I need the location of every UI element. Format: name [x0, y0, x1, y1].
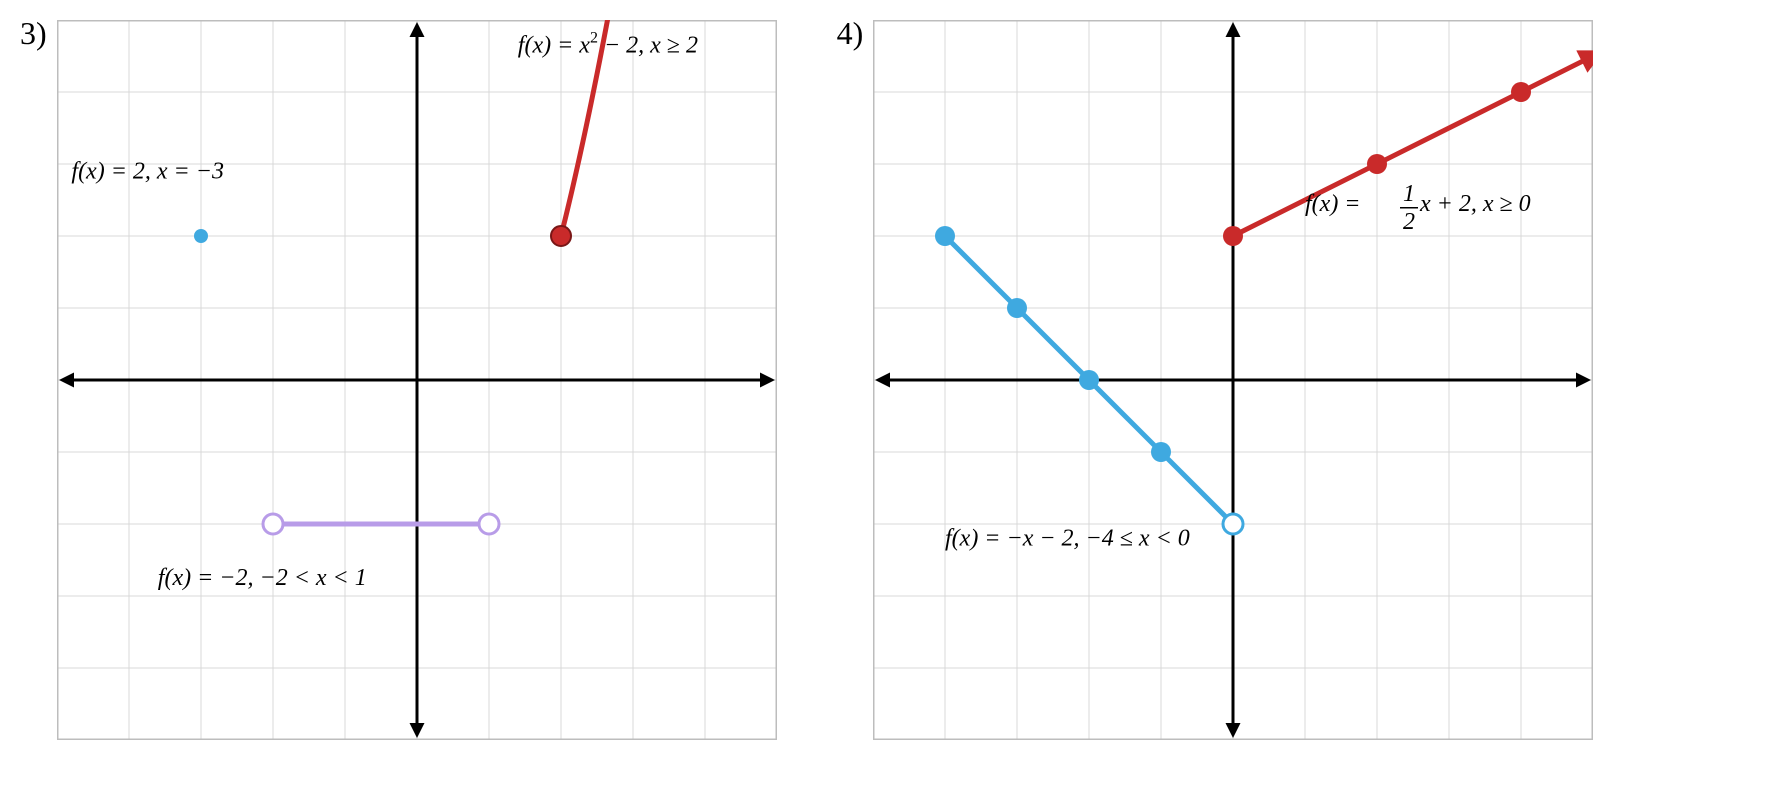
problem-number-4: 4) [837, 15, 864, 52]
svg-text:1: 1 [1403, 181, 1415, 207]
graph-4-container: f(x) = −x − 2, −4 ≤ x < 0 f(x) = 12x + 2,… [873, 20, 1593, 740]
svg-text:f(x) = −2, −2 < x < 1: f(x) = −2, −2 < x < 1 [157, 565, 366, 591]
svg-text:f(x) = −x − 2, −4 ≤ x < 0: f(x) = −x − 2, −4 ≤ x < 0 [945, 526, 1190, 552]
graph-3-svg: f(x) = 2, x = −3 f(x) = −2, −2 < x < 1 f(x… [57, 20, 777, 740]
graph-3-container: f(x) = 2, x = −3 f(x) = −2, −2 < x < 1 f(x… [57, 20, 777, 740]
graph-4-svg: f(x) = −x − 2, −4 ≤ x < 0 f(x) = 12x + 2,… [873, 20, 1593, 740]
svg-text:2: 2 [1403, 209, 1415, 235]
problem-4: 4) f(x) = −x − 2, −4 ≤ x < 0f(x) = 12x +… [837, 20, 1594, 740]
svg-text:f(x) = 2, x = −3: f(x) = 2, x = −3 [71, 158, 224, 184]
svg-text:f(x) = x2 − 2, x ≥ 2: f(x) = x2 − 2, x ≥ 2 [517, 29, 697, 58]
svg-text:x + 2, x ≥ 0: x + 2, x ≥ 0 [1419, 191, 1531, 217]
problem-3: 3) f(x) = 2, x = −3f(x) = −2, −2 < x < 1… [20, 20, 777, 740]
svg-text:f(x) =: f(x) = [1305, 191, 1361, 217]
problem-number-3: 3) [20, 15, 47, 52]
